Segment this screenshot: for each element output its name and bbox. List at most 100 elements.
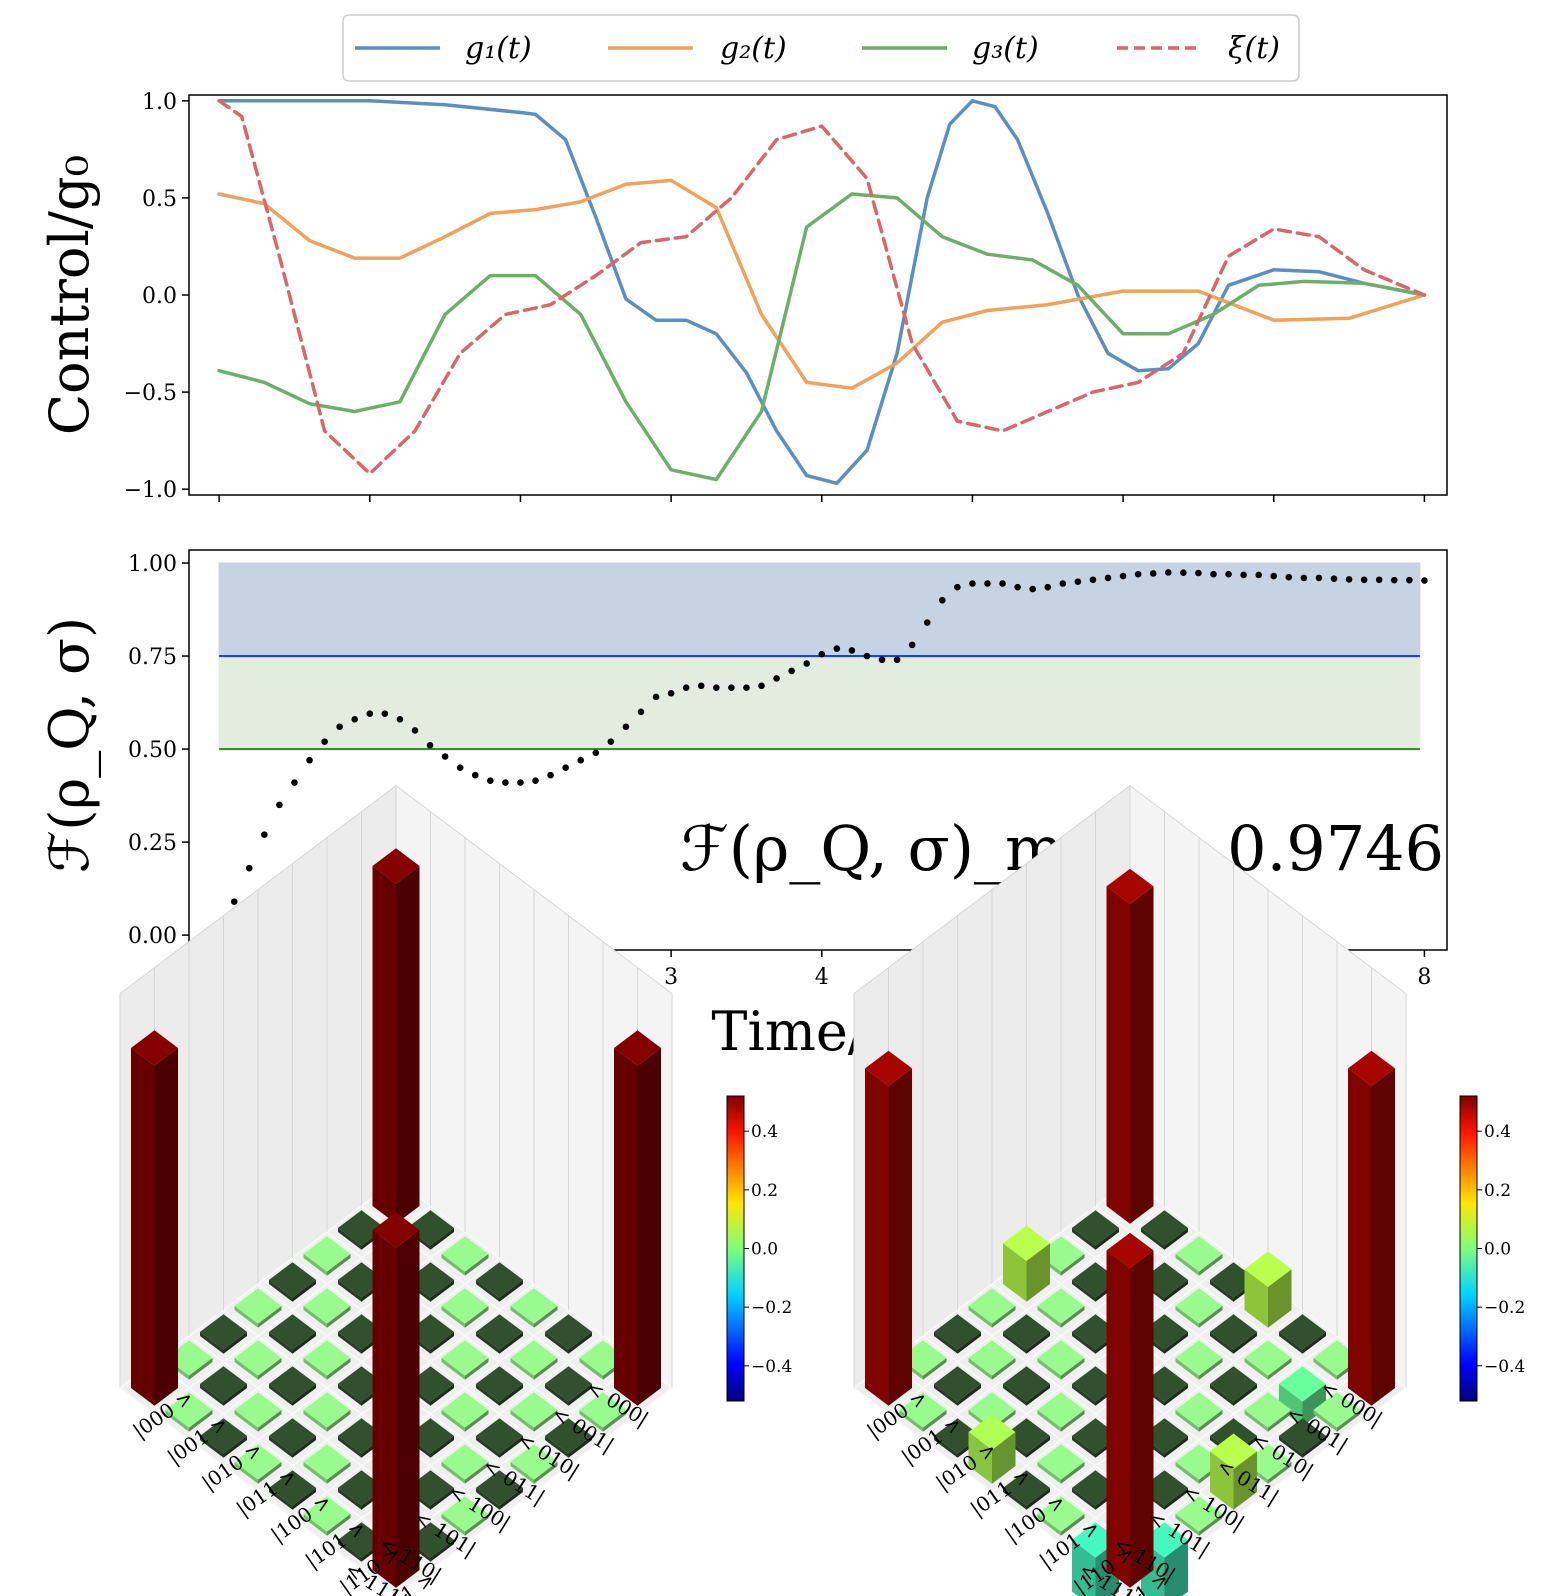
fidelity-point xyxy=(788,667,795,675)
ideal-bar xyxy=(200,1418,247,1454)
simulated-bar-face xyxy=(1026,1487,1050,1510)
legend-entry-xi: ξ(t) xyxy=(1117,31,1280,66)
fidelity-point xyxy=(471,771,479,779)
simulated-bar-face xyxy=(1164,1331,1188,1354)
control-xtick-marks xyxy=(218,495,1426,502)
legend-label-g3: g₃(t) xyxy=(972,31,1039,66)
fidelity-point xyxy=(1390,576,1398,584)
simulated-bar-face xyxy=(1175,1409,1199,1432)
simulated-bar xyxy=(1279,1418,1326,1454)
fidelity-point xyxy=(1360,576,1368,584)
ideal-bar-face xyxy=(499,1487,523,1510)
simulated-bar-face xyxy=(1268,1409,1292,1432)
ideal-bar-face xyxy=(441,1513,465,1536)
simulated-bar-face xyxy=(1302,1383,1326,1427)
ideal-bar-face xyxy=(327,1409,351,1432)
ideal-grid-line xyxy=(292,1309,569,1519)
fidelity-ytick-label: 0.75 xyxy=(128,645,177,670)
simulated-bar-face xyxy=(1072,1539,1096,1596)
fidelity-point xyxy=(1315,574,1323,582)
simulated-bar-face xyxy=(1037,1513,1061,1536)
ideal-bar-face xyxy=(499,1435,523,1458)
simulated-bar-face xyxy=(1268,1357,1292,1380)
ideal-bar xyxy=(269,1418,316,1454)
ideal-bar-face xyxy=(165,1409,189,1432)
ideal-bar xyxy=(269,1470,316,1506)
fidelity-point xyxy=(456,764,464,771)
ideal-bar-face xyxy=(372,866,396,1224)
ideal-bar-face xyxy=(465,1409,489,1432)
ideal-bar xyxy=(545,1314,592,1350)
simulated-bar xyxy=(934,1366,981,1402)
colorbar-tick-label: −0.2 xyxy=(751,1298,792,1318)
fidelity-point xyxy=(517,779,524,786)
simulated-bar xyxy=(968,1414,1016,1450)
ideal-bar xyxy=(200,1366,247,1402)
simulated-bar-face xyxy=(1164,1487,1188,1510)
fidelity-point xyxy=(1421,577,1428,584)
simulated-bar-face xyxy=(1302,1331,1326,1354)
ideal-bar-face xyxy=(200,1383,224,1406)
fidelity-point xyxy=(969,580,976,587)
ideal-bar-face xyxy=(476,1331,500,1354)
ideal-bar-face xyxy=(338,1487,362,1510)
simulated-bar-face xyxy=(1210,1451,1234,1510)
colorbar-right-bar xyxy=(1459,1095,1478,1402)
ideal-bar-face xyxy=(430,1331,454,1354)
ideal-bar-face xyxy=(430,1383,454,1406)
simulated-bar xyxy=(1003,1366,1050,1402)
ideal-bar xyxy=(269,1314,316,1350)
fidelity-point xyxy=(366,710,374,718)
colorbar-tick-label: 0.4 xyxy=(751,1122,778,1142)
ideal-bar-face xyxy=(499,1331,523,1354)
colorbar-tick-label: −0.2 xyxy=(1484,1298,1525,1318)
simulated-bar xyxy=(1279,1314,1326,1350)
ideal-bar-face xyxy=(465,1513,489,1536)
fidelity-point xyxy=(758,682,765,690)
ideal-bar-face xyxy=(200,1435,224,1458)
ideal-bar xyxy=(234,1392,282,1428)
ideal-bar-face xyxy=(441,1305,465,1328)
ideal-bar-face xyxy=(441,1409,465,1432)
control-ytick-label: −0.5 xyxy=(124,381,177,406)
colorbar-left: 0.4 0.2 0.0 −0.2 −0.4 xyxy=(726,1095,792,1402)
simulated-bar-face xyxy=(1026,1383,1050,1406)
fidelity-point xyxy=(848,647,856,654)
fidelity-point xyxy=(306,756,313,764)
fidelity-point xyxy=(532,777,539,784)
fidelity-point xyxy=(818,650,826,658)
simulated-bar xyxy=(968,1392,1016,1428)
ideal-bar-face xyxy=(465,1253,489,1276)
ideal-bar-face xyxy=(476,1435,500,1458)
fidelity-point xyxy=(893,656,901,664)
ideal-bar xyxy=(269,1366,316,1402)
fidelity-point xyxy=(487,777,494,784)
simulated-bar-face xyxy=(1106,886,1130,1224)
ideal-bar-face xyxy=(223,1435,247,1458)
simulated-bar-face xyxy=(1279,1435,1303,1458)
simulated-bar-face xyxy=(1268,1269,1292,1328)
fidelity-point xyxy=(1149,570,1157,577)
simulated-bar-face xyxy=(934,1435,958,1458)
colorbar-tick-label: 0.0 xyxy=(1484,1240,1511,1260)
simulated-bar-face xyxy=(1210,1331,1234,1354)
fidelity-point xyxy=(1225,570,1232,578)
simulated-bar-face xyxy=(1244,1269,1268,1328)
fidelity-point xyxy=(1240,571,1247,579)
simulated-bar-face xyxy=(1037,1357,1061,1380)
ideal-bar-face xyxy=(465,1305,489,1328)
ideal-bar-face xyxy=(545,1383,569,1406)
simulated-bar-face xyxy=(1037,1305,1061,1328)
simulated-bar xyxy=(1175,1288,1223,1324)
simulated-bar-face xyxy=(1199,1409,1223,1432)
legend-label-g1: g₁(t) xyxy=(465,31,532,66)
ideal-bar-face xyxy=(269,1487,293,1510)
simulated-bar-face xyxy=(1072,1487,1096,1510)
ideal-bar-face xyxy=(303,1357,327,1380)
fidelity-point xyxy=(351,716,359,723)
ideal-bar-face xyxy=(579,1409,603,1432)
simulated-bar xyxy=(1244,1340,1292,1376)
simulated-bar-face xyxy=(1164,1383,1188,1406)
simulated-bar-face xyxy=(888,1068,912,1406)
density-matrix-simulated: < 000|< 001|< 010|< 011|< 100|< 101|< 11… xyxy=(853,784,1407,1596)
